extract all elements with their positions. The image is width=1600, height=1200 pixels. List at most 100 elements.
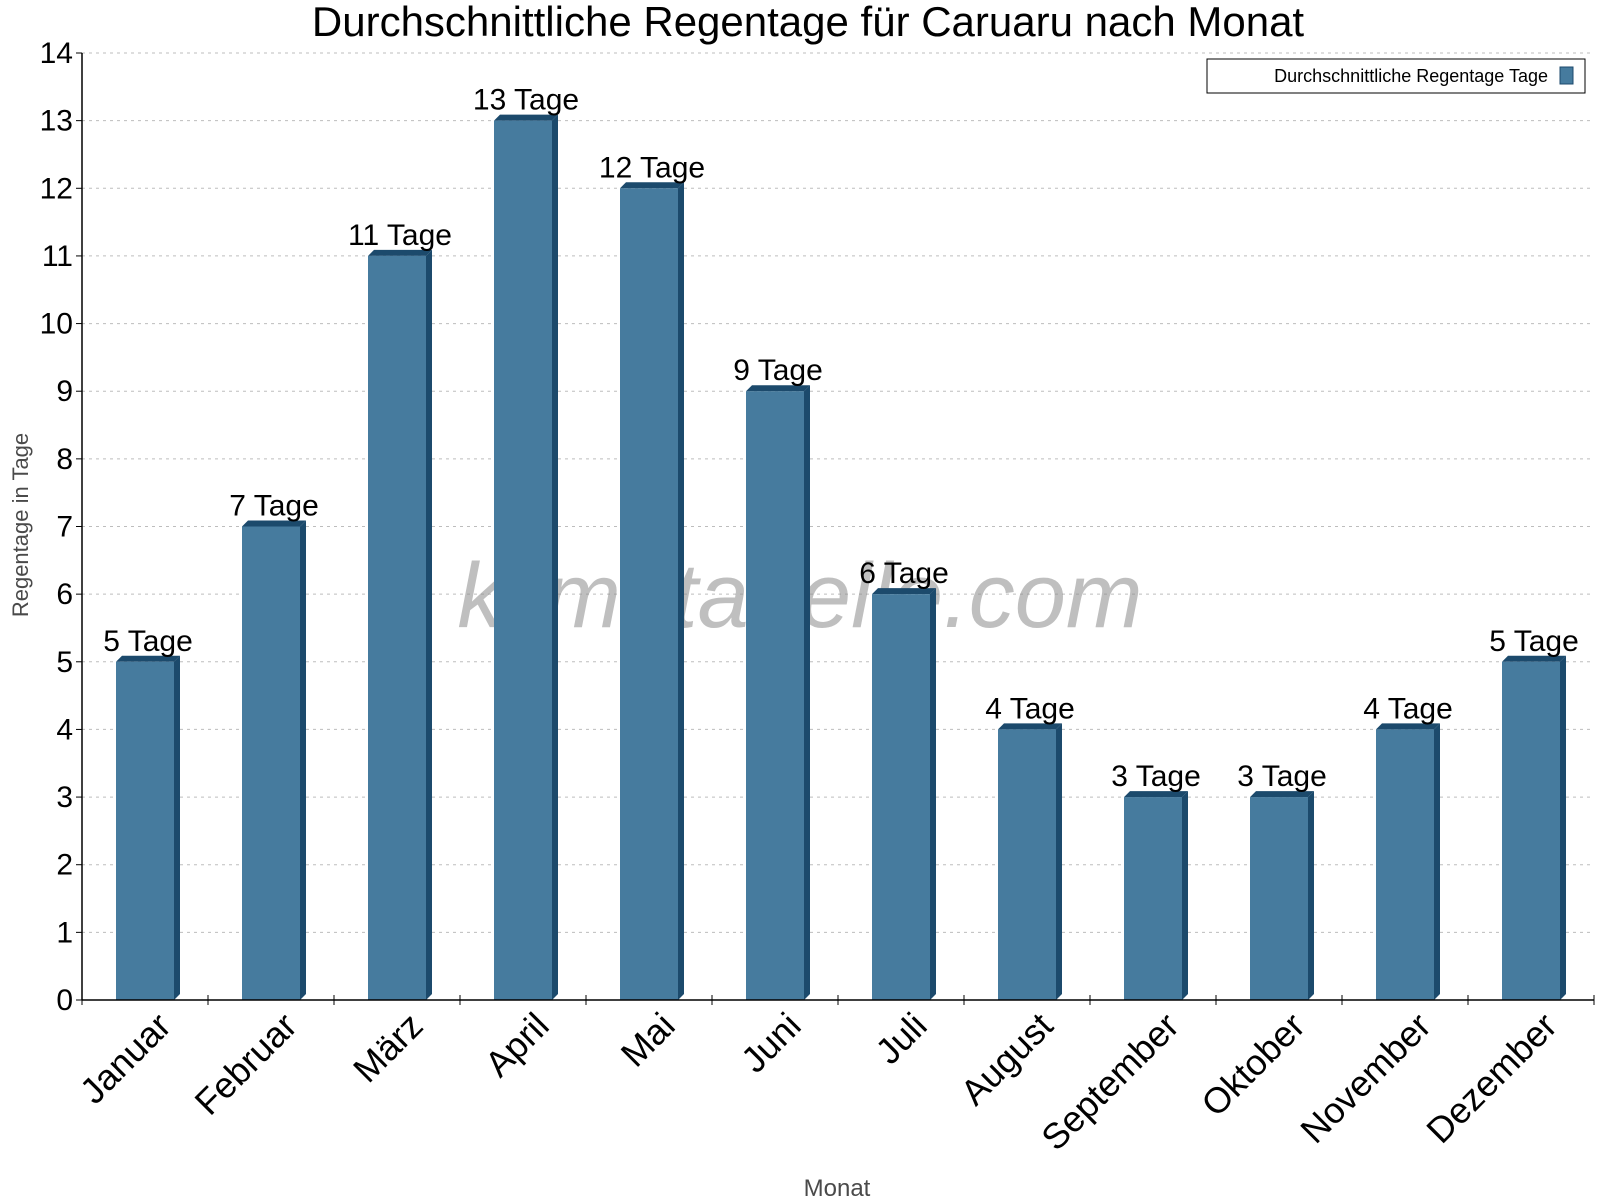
bar-face [242,526,300,1000]
data-label: 3 Tage [1111,760,1201,793]
y-axis-label: Regentage in Tage [8,433,33,617]
bar-top [494,114,558,121]
x-axis-ticks: Januar Februar März April Mai Juni Juli AugustS… [72,1005,1565,1159]
legend-label: Durchschnittliche Regentage Tage [1274,66,1548,86]
x-tick-label: November [1292,1005,1438,1151]
legend-box [1206,58,1586,94]
bar-side [930,588,936,1000]
bar-series [116,114,1566,1001]
x-tick-label: Dezember [1418,1005,1564,1151]
bar-april [494,114,558,1000]
bar-märz [368,249,432,1000]
bar-top [620,182,684,189]
x-axis-label: Monat [804,1175,871,1200]
y-tick-label: 3 [56,781,73,814]
bar-januar [116,655,180,1000]
data-label: 9 Tage [733,354,823,387]
bar-side [1056,723,1062,1000]
data-label: 4 Tage [985,692,1075,725]
y-tick-label: 14 [40,37,73,70]
bar-side [804,385,810,1000]
bar-top [368,249,432,256]
bar-face [998,729,1056,1000]
bar-face [1502,661,1560,1000]
bar-top [872,588,936,595]
legend: Durchschnittliche Regentage Tage [1206,58,1586,94]
y-tick-label: 2 [56,849,73,882]
bar-face [620,188,678,1001]
bar-face [1376,729,1434,1000]
bar-mai [620,182,684,1001]
data-labels: 5 Tage 7 Tage 11 Tage 13 Tage 12 Tage 9 Tage 6… [103,84,1579,793]
y-tick-label: 13 [40,105,73,138]
bar-side [426,249,432,1000]
y-tick-label: 7 [56,511,73,544]
gridlines [82,52,1594,933]
bar-top [746,385,810,392]
data-label: 4 Tage [1363,692,1453,725]
bar-face [116,661,174,1000]
bar-side [1182,791,1188,1000]
bar-juli [872,588,936,1000]
y-tick-label: 6 [56,578,73,611]
bar-side [1434,723,1440,1000]
bar-side [678,182,684,1001]
y-tick-label: 1 [56,916,73,949]
legend-swatch [1559,66,1574,85]
x-tick-label: Oktober [1193,1005,1313,1125]
y-tick-label: 10 [40,308,73,341]
bar-top [1376,723,1440,730]
bar-top [242,520,306,527]
bar-november [1376,723,1440,1000]
chart-title: Durchschnittliche Regentage für Caruaru … [312,0,1305,45]
bar-dezember [1502,655,1566,1000]
data-label: 5 Tage [103,625,193,658]
y-tick-label: 12 [40,172,73,205]
bar-face [746,391,804,1000]
bar-top [116,655,180,662]
bar-face [368,255,426,1000]
y-tick-label: 5 [56,646,73,679]
y-tick-label: 8 [56,443,73,476]
data-label: 6 Tage [859,557,949,590]
bar-top [1250,791,1314,798]
bar-side [1308,791,1314,1000]
x-tick-label: Juli [867,1005,934,1072]
data-label: 3 Tage [1237,760,1327,793]
x-tick-label: Februar [187,1005,305,1123]
data-label: 11 Tage [348,219,452,252]
bar-side [1560,655,1566,1000]
y-tick-label: 9 [56,375,73,408]
bar-februar [242,520,306,1000]
x-tick-label: Mai [613,1005,683,1075]
bar-juni [746,385,810,1000]
data-label: 7 Tage [229,490,319,523]
data-label: 5 Tage [1489,625,1579,658]
x-tick-label: April [477,1005,557,1085]
bar-face [1124,797,1182,1000]
bar-side [300,520,306,1000]
bar-top [1124,791,1188,798]
data-label: 12 Tage [599,151,705,184]
x-tick-label: Juni [733,1005,809,1081]
bar-august [998,723,1062,1000]
bar-oktober [1250,791,1314,1000]
y-tick-label: 0 [56,984,73,1017]
bar-face [872,594,930,1000]
y-tick-label: 4 [56,713,73,746]
bar-face [494,120,552,1000]
bar-september [1124,791,1188,1000]
x-tick-label: Januar [72,1005,179,1112]
bar-face [1250,797,1308,1000]
axes [81,53,1595,1005]
x-tick-label: März [345,1005,431,1091]
bar-top [998,723,1062,730]
data-label: 13 Tage [473,84,579,117]
bar-side [174,655,180,1000]
bar-top [1502,655,1566,662]
x-tick-label: August [952,1005,1060,1113]
x-tick-label: September [1033,1005,1187,1159]
bar-side [552,114,558,1000]
